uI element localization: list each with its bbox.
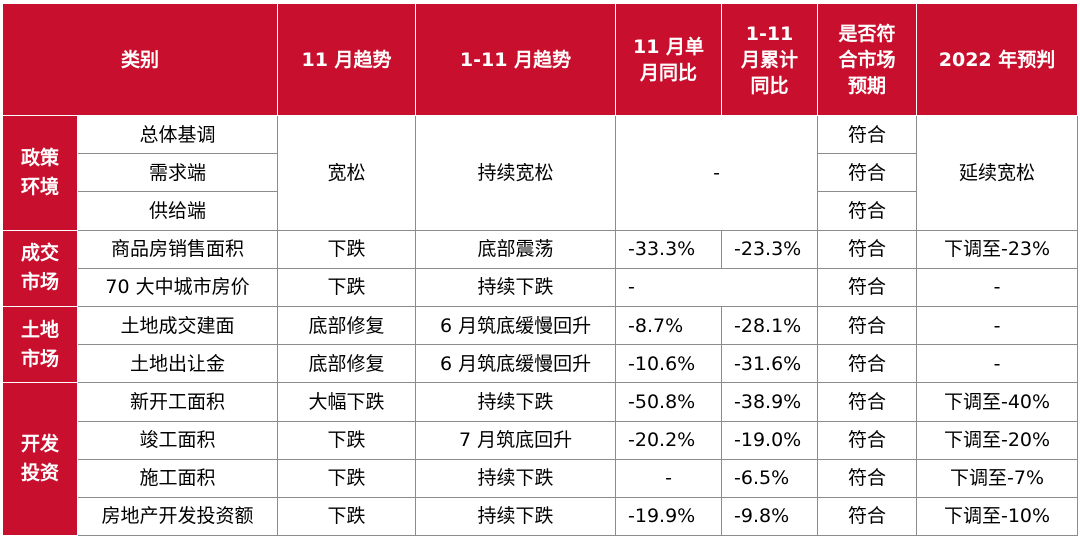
table-row: 开发投资 新开工面积 大幅下跌 持续下跌 -50.8% -38.9% 符合 下调… bbox=[2, 382, 1079, 537]
row-nov-trend: 下跌 bbox=[277, 496, 417, 537]
row-item: 施工面积 bbox=[76, 458, 279, 498]
row-nov-trend: 下跌 bbox=[277, 267, 417, 307]
row-forecast: 下调至-20% bbox=[916, 420, 1079, 460]
row-nov-trend: 下跌 bbox=[277, 458, 417, 498]
row-forecast: - bbox=[916, 305, 1079, 346]
row-nov-yoy: -19.9% bbox=[615, 496, 723, 537]
row-jan-nov-trend: 持续下跌 bbox=[415, 496, 617, 537]
row-forecast: 下调至-7% bbox=[916, 458, 1079, 498]
header-nov-yoy: 11 月单月同比 bbox=[615, 3, 723, 116]
row-nov-yoy: -8.7% bbox=[615, 305, 723, 346]
row-meets: 符合 bbox=[817, 420, 918, 460]
group-land: 土地市场 bbox=[2, 305, 78, 384]
row-item: 土地成交建面 bbox=[76, 305, 279, 346]
row-ytd-yoy: -38.9% bbox=[721, 382, 819, 422]
row-meets: 符合 bbox=[817, 305, 918, 346]
row-ytd-yoy: -19.0% bbox=[721, 420, 819, 460]
row-forecast: 下调至-10% bbox=[916, 496, 1079, 537]
row-nov-yoy: -33.3% bbox=[615, 229, 723, 269]
row-item: 新开工面积 bbox=[76, 382, 279, 422]
row-jan-nov-trend: 持续下跌 bbox=[415, 267, 617, 307]
row-nov-trend: 下跌 bbox=[277, 229, 417, 269]
table-row: 需求端 符合 bbox=[3, 153, 1078, 193]
row-jan-nov-trend: 7 月筑底回升 bbox=[415, 420, 617, 460]
row-ytd-yoy: -6.5% bbox=[721, 458, 819, 498]
row-nov-trend: 底部修复 bbox=[277, 305, 417, 346]
header-nov-trend: 11 月趋势 bbox=[277, 3, 417, 116]
table-row: 70 大中城市房价 下跌 持续下跌 - 符合 - bbox=[3, 267, 1079, 307]
policy-jan-nov-trend: 持续宽松 bbox=[415, 115, 617, 231]
table-row: 土地出让金 底部修复 6 月筑底缓慢回升 -10.6% -31.6% 符合 - bbox=[3, 344, 1079, 384]
row-jan-nov-trend: 6 月筑底缓慢回升 bbox=[415, 344, 617, 384]
table-row: 政策环境 总体基调 宽松 持续宽松 - 符合 延续宽松 bbox=[2, 114, 1079, 231]
row-nov-yoy: -50.8% bbox=[615, 382, 723, 422]
row-item: 竣工面积 bbox=[76, 420, 279, 460]
row-jan-nov-trend: 持续下跌 bbox=[415, 382, 617, 422]
policy-yoy: - bbox=[615, 115, 819, 231]
row-meets: 符合 bbox=[817, 191, 918, 231]
table-row: 房地产开发投资额 下跌 持续下跌 -19.9% -9.8% 符合 下调至-10% bbox=[3, 496, 1079, 537]
header-meets-expectation: 是否符合市场预期 bbox=[817, 3, 918, 116]
row-nov-trend: 大幅下跌 bbox=[277, 382, 417, 422]
row-jan-nov-trend: 底部震荡 bbox=[415, 229, 617, 269]
table-row: 竣工面积 下跌 7 月筑底回升 -20.2% -19.0% 符合 下调至-20% bbox=[3, 420, 1079, 460]
header-category: 类别 bbox=[1, 3, 279, 116]
table-row: 施工面积 下跌 持续下跌 - -6.5% 符合 下调至-7% bbox=[3, 458, 1079, 498]
row-meets: 符合 bbox=[817, 382, 918, 422]
group-trade: 成交市场 bbox=[2, 229, 78, 307]
real-estate-summary-table: 类别 11 月趋势 1-11 月趋势 11 月单月同比 1-11 月累计同比 是… bbox=[1, 3, 1079, 537]
row-meets: 符合 bbox=[817, 458, 918, 498]
row-forecast: 下调至-23% bbox=[916, 229, 1079, 269]
row-meets: 符合 bbox=[817, 267, 918, 307]
row-jan-nov-trend: 持续下跌 bbox=[415, 458, 617, 498]
row-forecast: - bbox=[916, 267, 1079, 307]
row-item: 土地出让金 bbox=[76, 344, 279, 384]
row-item: 房地产开发投资额 bbox=[76, 496, 279, 537]
table-row: 成交市场 商品房销售面积 下跌 底部震荡 -33.3% -23.3% 符合 下调… bbox=[2, 229, 1079, 307]
row-meets: 符合 bbox=[817, 114, 918, 155]
group-policy: 政策环境 bbox=[2, 115, 78, 231]
row-item: 总体基调 bbox=[76, 114, 279, 155]
row-meets: 符合 bbox=[817, 496, 918, 537]
header-row: 类别 11 月趋势 1-11 月趋势 11 月单月同比 1-11 月累计同比 是… bbox=[1, 3, 1079, 116]
table-row: 土地市场 土地成交建面 底部修复 6 月筑底缓慢回升 -8.7% -28.1% … bbox=[2, 305, 1079, 384]
row-nov-yoy: -10.6% bbox=[615, 344, 723, 384]
row-nov-yoy: -20.2% bbox=[615, 420, 723, 460]
row-ytd-yoy: -31.6% bbox=[721, 344, 819, 384]
row-item: 70 大中城市房价 bbox=[76, 267, 279, 307]
policy-forecast: 延续宽松 bbox=[916, 115, 1079, 231]
row-nov-trend: 下跌 bbox=[277, 420, 417, 460]
row-meets: 符合 bbox=[817, 344, 918, 384]
header-ytd-yoy: 1-11 月累计同比 bbox=[721, 3, 819, 116]
header-forecast: 2022 年预判 bbox=[916, 3, 1079, 116]
row-meets: 符合 bbox=[817, 153, 918, 193]
group-invest: 开发投资 bbox=[2, 382, 78, 537]
row-ytd-yoy: -9.8% bbox=[721, 496, 819, 537]
row-item: 商品房销售面积 bbox=[76, 229, 279, 269]
policy-nov-trend: 宽松 bbox=[277, 115, 417, 231]
row-forecast: - bbox=[916, 344, 1079, 384]
row-nov-yoy: - bbox=[615, 458, 723, 498]
row-item: 供给端 bbox=[76, 191, 279, 231]
row-nov-yoy: - bbox=[615, 267, 819, 307]
row-ytd-yoy: -28.1% bbox=[721, 305, 819, 346]
row-jan-nov-trend: 6 月筑底缓慢回升 bbox=[415, 305, 617, 346]
row-ytd-yoy: -23.3% bbox=[721, 229, 819, 269]
header-jan-nov-trend: 1-11 月趋势 bbox=[415, 3, 617, 116]
row-nov-trend: 底部修复 bbox=[277, 344, 417, 384]
row-meets: 符合 bbox=[817, 229, 918, 269]
row-forecast: 下调至-40% bbox=[916, 382, 1079, 422]
table-row: 供给端 符合 bbox=[3, 191, 1078, 231]
row-item: 需求端 bbox=[76, 153, 279, 193]
